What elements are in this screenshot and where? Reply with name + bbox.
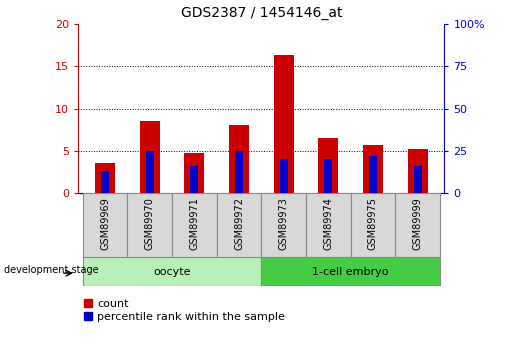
Bar [306, 193, 350, 257]
Bar [172, 193, 217, 257]
Bar [395, 193, 440, 257]
Bar [369, 156, 377, 193]
Bar [350, 193, 395, 257]
Bar [217, 193, 262, 257]
Bar [262, 193, 306, 257]
Text: GSM89973: GSM89973 [279, 197, 289, 250]
Bar [190, 166, 198, 193]
Bar [184, 152, 205, 193]
Bar [414, 166, 422, 193]
Text: GSM89971: GSM89971 [189, 197, 199, 250]
Bar [235, 151, 243, 193]
Bar [262, 257, 440, 286]
Text: development stage: development stage [4, 265, 98, 275]
Text: GSM89969: GSM89969 [100, 197, 110, 250]
Text: 1-cell embryo: 1-cell embryo [313, 267, 389, 277]
Bar [274, 56, 294, 193]
Text: GSM89974: GSM89974 [323, 197, 333, 250]
Text: GSM89970: GSM89970 [145, 197, 155, 250]
Bar [101, 171, 109, 193]
Title: GDS2387 / 1454146_at: GDS2387 / 1454146_at [181, 6, 342, 20]
Text: GSM89972: GSM89972 [234, 197, 244, 250]
Bar [83, 193, 127, 257]
Bar [408, 149, 428, 193]
Text: GSM89975: GSM89975 [368, 197, 378, 250]
Bar [324, 159, 332, 193]
Bar [146, 151, 154, 193]
Text: GSM89999: GSM89999 [413, 197, 423, 250]
Bar [140, 120, 160, 193]
Bar [127, 193, 172, 257]
Bar [280, 159, 288, 193]
Bar [229, 125, 249, 193]
Bar [95, 163, 115, 193]
Bar [83, 257, 262, 286]
Bar [363, 145, 383, 193]
Text: oocyte: oocyte [154, 267, 191, 277]
Bar [318, 138, 338, 193]
Legend: count, percentile rank within the sample: count, percentile rank within the sample [84, 299, 285, 322]
